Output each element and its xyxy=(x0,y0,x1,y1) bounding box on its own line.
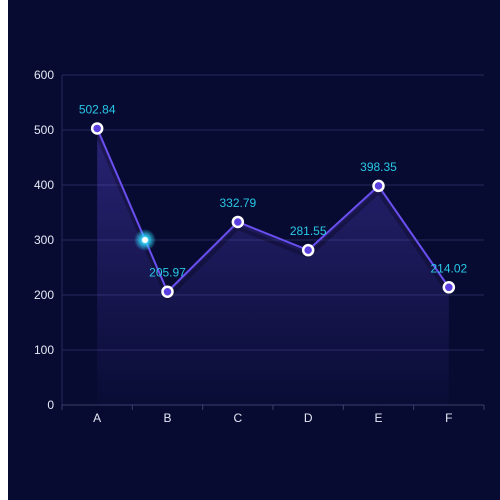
y-tick-label: 300 xyxy=(34,233,54,247)
highlight-core xyxy=(141,237,148,243)
series-line xyxy=(96,128,450,294)
data-label: 205.97 xyxy=(149,266,186,280)
data-point xyxy=(301,243,315,257)
data-point xyxy=(90,122,104,135)
data-label: 332.79 xyxy=(219,196,256,210)
data-point xyxy=(161,285,174,298)
x-tick-label: F xyxy=(445,411,452,425)
x-tick-label: E xyxy=(374,411,382,425)
y-tick-label: 100 xyxy=(34,343,54,357)
data-point xyxy=(372,179,385,193)
x-tick-label: D xyxy=(304,411,313,425)
x-tick-label: C xyxy=(233,411,242,425)
y-tick-label: 600 xyxy=(34,68,54,82)
data-point xyxy=(442,281,456,294)
y-tick-label: 500 xyxy=(34,123,54,137)
area-fill xyxy=(97,128,449,406)
y-tick-label: 400 xyxy=(34,178,54,192)
data-label: 281.55 xyxy=(290,224,327,238)
x-tick-label: B xyxy=(163,411,171,425)
series-line-shadow xyxy=(95,133,451,302)
x-tick-label: A xyxy=(93,411,101,425)
data-label: 214.02 xyxy=(430,261,467,275)
data-point xyxy=(231,215,245,229)
data-label: 398.35 xyxy=(360,160,397,174)
data-label: 502.84 xyxy=(79,102,116,116)
y-tick-label: 0 xyxy=(47,398,54,412)
y-tick-label: 200 xyxy=(34,288,54,302)
